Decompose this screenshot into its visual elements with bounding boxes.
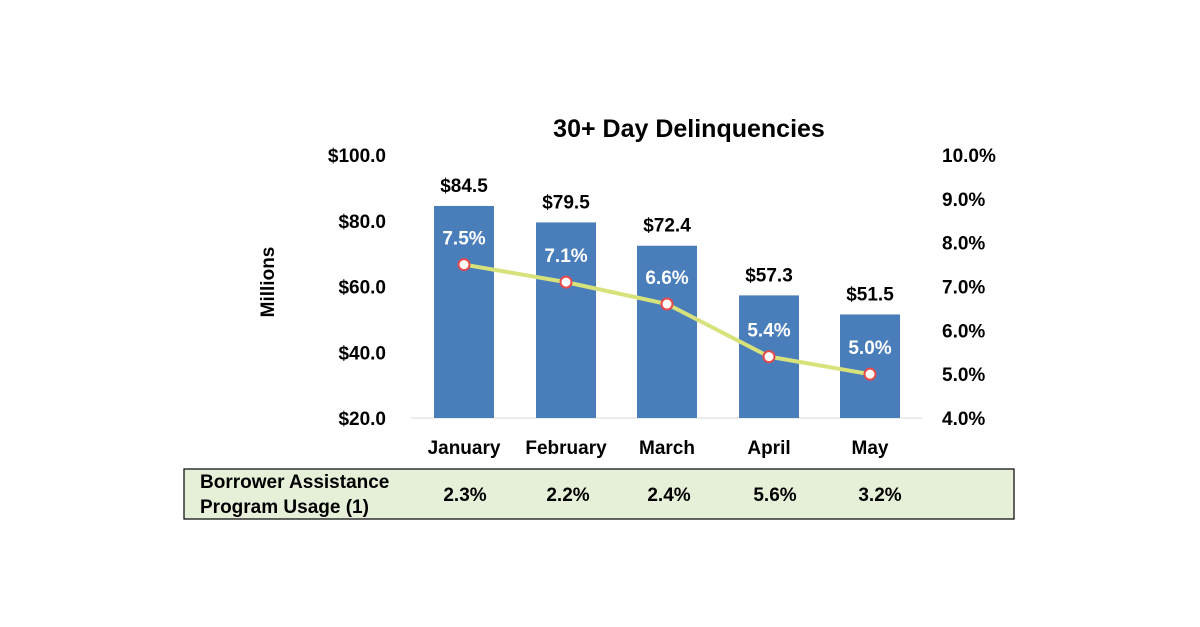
bar bbox=[637, 245, 697, 418]
left-tick-label: $20.0 bbox=[338, 409, 386, 430]
bar-value-label: $51.5 bbox=[846, 284, 894, 305]
bar-value-label: $57.3 bbox=[745, 265, 793, 286]
right-tick-label: 4.0% bbox=[942, 409, 985, 430]
right-tick-label: 8.0% bbox=[942, 234, 985, 255]
chart-title: 30+ Day Delinquencies bbox=[553, 115, 825, 143]
bar bbox=[434, 205, 494, 418]
rate-marker bbox=[660, 297, 674, 311]
left-axis-ticks: $20.0 $40.0 $60.0 $80.0 $100.0 bbox=[328, 146, 386, 430]
right-tick-label: 7.0% bbox=[942, 278, 985, 299]
left-tick-label: $40.0 bbox=[338, 343, 386, 364]
bap-table-box bbox=[183, 468, 1015, 520]
bar-value-labels: $84.5 $79.5 $72.4 $57.3 $51.5 bbox=[440, 176, 894, 305]
category-labels: January February March April May bbox=[428, 438, 889, 459]
rate-value-label: 5.4% bbox=[747, 321, 790, 342]
bap-title-line1: Borrower Assistance bbox=[200, 472, 389, 493]
category-label: April bbox=[747, 438, 790, 459]
category-label: March bbox=[639, 438, 695, 459]
bap-value: 2.2% bbox=[546, 485, 589, 506]
right-tick-label: 9.0% bbox=[942, 190, 985, 211]
category-label: January bbox=[428, 438, 501, 459]
bap-value: 5.6% bbox=[753, 485, 796, 506]
rate-line-series bbox=[457, 258, 877, 381]
right-axis-ticks: 4.0% 5.0% 6.0% 7.0% 8.0% 9.0% 10.0% bbox=[942, 146, 996, 430]
category-label: May bbox=[852, 438, 889, 459]
y-axis-label: Millions bbox=[258, 247, 279, 318]
bap-value: 2.3% bbox=[443, 485, 486, 506]
bar-value-label: $84.5 bbox=[440, 176, 488, 197]
bap-values: 2.3% 2.2% 2.4% 5.6% 3.2% bbox=[443, 485, 901, 506]
bar bbox=[536, 222, 596, 418]
rate-marker bbox=[559, 275, 573, 289]
bap-table: Borrower Assistance Program Usage (1) 2.… bbox=[183, 468, 1015, 520]
rate-marker bbox=[762, 350, 776, 364]
left-tick-label: $80.0 bbox=[338, 212, 386, 233]
category-label: February bbox=[525, 438, 607, 459]
right-tick-label: 6.0% bbox=[942, 321, 985, 342]
rate-value-label: 7.1% bbox=[544, 246, 587, 267]
rate-value-label: 7.5% bbox=[442, 229, 485, 250]
bap-title-line2: Program Usage (1) bbox=[200, 497, 369, 518]
bar-value-label: $79.5 bbox=[542, 192, 590, 213]
rate-marker bbox=[457, 258, 471, 272]
bar-value-label: $72.4 bbox=[643, 216, 691, 237]
left-tick-label: $100.0 bbox=[328, 146, 386, 167]
bar-series bbox=[434, 205, 900, 418]
bar bbox=[840, 314, 900, 418]
rate-value-labels: 7.5% 7.1% 6.6% 5.4% 5.0% bbox=[442, 229, 891, 360]
rate-value-label: 5.0% bbox=[848, 338, 891, 359]
bap-value: 3.2% bbox=[858, 485, 901, 506]
rate-marker bbox=[863, 367, 877, 381]
right-tick-label: 5.0% bbox=[942, 365, 985, 386]
bap-value: 2.4% bbox=[647, 485, 690, 506]
rate-value-label: 6.6% bbox=[645, 268, 688, 289]
right-tick-label: 10.0% bbox=[942, 146, 996, 167]
left-tick-label: $60.0 bbox=[338, 278, 386, 299]
